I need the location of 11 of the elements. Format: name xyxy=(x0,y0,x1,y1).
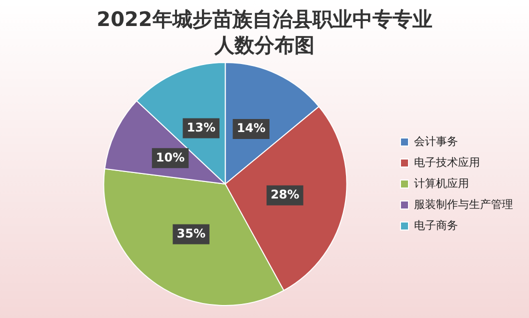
data-label: 28% xyxy=(270,188,300,202)
legend-label: 电子商务 xyxy=(414,218,458,232)
legend-label: 会计事务 xyxy=(414,134,458,148)
data-label: 14% xyxy=(236,121,266,136)
data-label: 10% xyxy=(156,150,185,164)
legend-label: 计算机应用 xyxy=(414,176,469,190)
legend-label: 电子技术应用 xyxy=(414,156,480,169)
legend-label: 服装制作与生产管理 xyxy=(414,198,513,211)
data-label: 13% xyxy=(186,120,216,134)
data-label: 35% xyxy=(176,226,206,240)
chart-title: 2022年城步苗族自治县职业中专专业人数分布图 xyxy=(96,6,434,58)
